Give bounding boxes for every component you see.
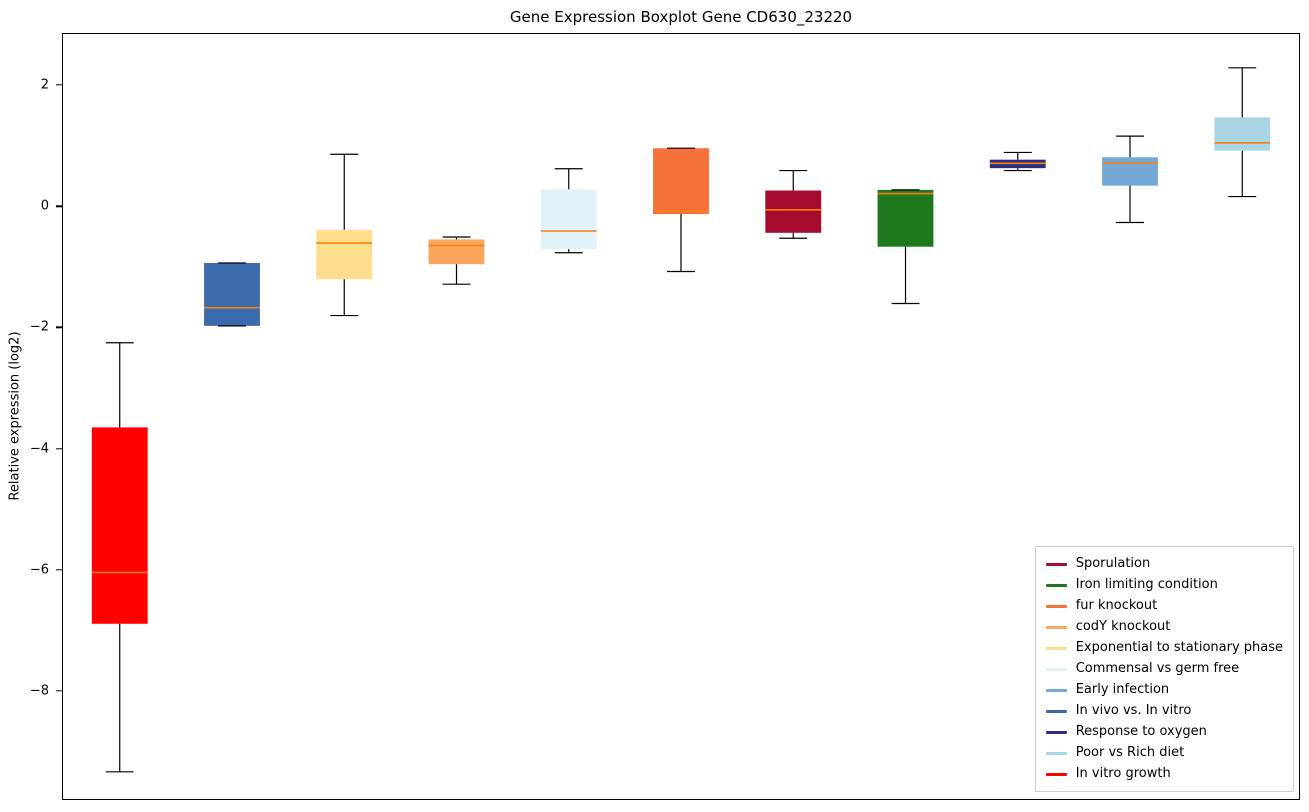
legend-label: Commensal vs germ free (1075, 661, 1240, 676)
legend-item: fur knockout (1045, 596, 1283, 616)
y-axis-ticks: 2 0 −2 −4 −6 −8 (0, 33, 62, 800)
legend-label: codY knockout (1075, 619, 1171, 634)
legend-item: In vitro growth (1045, 764, 1283, 784)
legend: Sporulation Iron limiting condition fur kn… (1034, 546, 1294, 792)
y-tick-mark (56, 205, 62, 207)
y-tick-mark (56, 447, 62, 450)
legend-label: Poor vs Rich diet (1075, 745, 1185, 760)
legend-swatch (1045, 730, 1067, 734)
legend-item: Commensal vs germ free (1045, 659, 1283, 679)
legend-label: Iron limiting condition (1075, 577, 1218, 592)
legend-label: Early infection (1075, 682, 1170, 697)
legend-swatch (1045, 604, 1067, 608)
box-in-vivo-vs-in-vitro (204, 262, 260, 327)
box-fur-knockout (653, 147, 709, 273)
legend-item: codY knockout (1045, 617, 1283, 637)
legend-swatch (1045, 625, 1067, 629)
box-poor-vs-rich-diet (1214, 67, 1271, 198)
legend-item: Sporulation (1045, 554, 1283, 574)
y-tick-label: 0 (40, 198, 49, 214)
legend-label: In vivo vs. In vitro (1075, 703, 1192, 718)
y-tick-label: −4 (29, 441, 49, 457)
box-cody-knockout (428, 236, 485, 285)
plot-area: Sporulation Iron limiting condition fur kn… (62, 33, 1300, 800)
legend-item: Iron limiting condition (1045, 575, 1283, 595)
legend-label: Sporulation (1075, 556, 1151, 571)
legend-label: fur knockout (1075, 598, 1158, 613)
legend-label: Response to oxygen (1075, 724, 1207, 739)
y-tick-mark (56, 569, 62, 571)
box-sporulation (765, 169, 822, 239)
legend-swatch (1045, 709, 1067, 713)
y-tick-label: −6 (29, 562, 49, 578)
legend-swatch (1045, 583, 1067, 587)
legend-swatch (1045, 646, 1067, 650)
y-tick-label: −2 (29, 319, 49, 335)
legend-item: Early infection (1045, 680, 1283, 700)
box-in-vitro-growth (91, 342, 148, 773)
legend-swatch (1045, 688, 1067, 692)
chart-title: Gene Expression Boxplot Gene CD630_23220 (509, 8, 853, 26)
box-response-to-oxygen (989, 151, 1046, 172)
y-tick-label: −8 (29, 683, 49, 699)
box-iron-limiting-condition (877, 189, 934, 305)
boxplot-svg (91, 67, 1271, 773)
legend-item: Poor vs Rich diet (1045, 743, 1283, 763)
legend-item: In vivo vs. In vitro (1045, 701, 1283, 721)
box-early-infection (1102, 135, 1158, 224)
legend-label: In vitro growth (1075, 766, 1171, 781)
y-tick-mark (56, 84, 62, 86)
legend-item: Response to oxygen (1045, 722, 1283, 742)
legend-swatch (1045, 667, 1067, 671)
legend-swatch (1045, 772, 1067, 776)
box-exponential-to-stationary-phase (316, 153, 373, 317)
legend-swatch (1045, 562, 1067, 566)
legend-label: Exponential to stationary phase (1075, 640, 1283, 655)
legend-item: Exponential to stationary phase (1045, 638, 1283, 658)
legend-swatch (1045, 751, 1067, 755)
y-tick-mark (56, 326, 62, 329)
box-commensal-vs-germ-free (540, 168, 597, 254)
y-tick-mark (56, 690, 62, 692)
y-tick-label: 2 (40, 77, 49, 93)
